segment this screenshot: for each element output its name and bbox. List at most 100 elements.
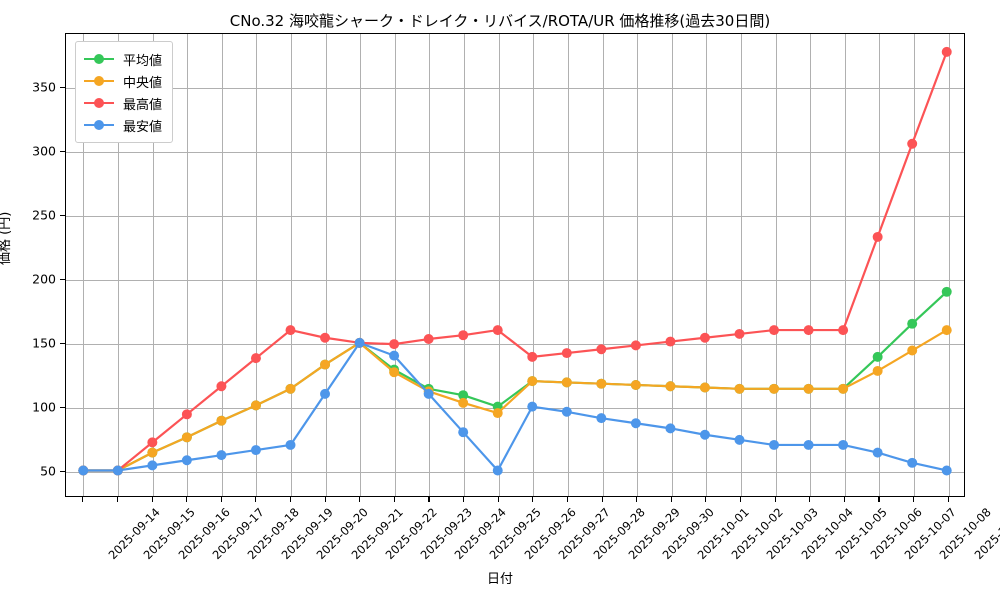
series-line: [82, 290, 948, 472]
gridline-vertical: [429, 34, 431, 496]
gridline-vertical: [291, 34, 292, 496]
y-axis-tick-mark: [60, 343, 65, 345]
data-point-marker: [285, 325, 296, 336]
x-axis-tick-mark: [82, 497, 84, 502]
data-point-marker: [250, 353, 261, 364]
data-point-marker: [665, 381, 676, 392]
y-axis-label: 価格 (円): [0, 211, 13, 265]
gridline-vertical: [533, 34, 535, 496]
plot-area: [65, 33, 965, 497]
data-point-marker: [78, 465, 89, 476]
data-point-marker: [216, 381, 227, 392]
x-axis-tick-mark: [255, 497, 257, 502]
gridline-vertical: [844, 34, 846, 496]
y-axis-tick-mark: [60, 86, 65, 88]
data-point-marker: [769, 439, 780, 450]
legend-item-4[interactable]: 最安値: [84, 114, 162, 136]
data-point-marker: [596, 413, 607, 424]
x-axis-tick-mark: [324, 497, 326, 502]
data-point-marker: [285, 383, 296, 394]
gridline-horizontal: [66, 408, 964, 410]
x-axis-tick-mark: [186, 497, 188, 502]
legend-label: 中央値: [123, 75, 163, 91]
gridline-vertical: [914, 34, 916, 496]
data-point-marker: [458, 397, 469, 408]
legend-item-2[interactable]: 中央値: [84, 70, 162, 92]
gridline-vertical: [879, 34, 881, 496]
data-point-marker: [147, 447, 158, 458]
data-point-marker: [458, 427, 469, 438]
series-1: [78, 286, 952, 476]
gridline-horizontal: [66, 280, 964, 282]
series-line: [82, 341, 948, 472]
data-point-marker: [250, 400, 261, 411]
gridline-vertical: [117, 34, 119, 496]
y-axis-tick-label: 100: [32, 399, 56, 415]
x-axis-tick-mark: [151, 497, 153, 502]
data-point-marker: [941, 465, 952, 476]
data-point-marker: [181, 409, 192, 420]
data-point-marker: [458, 390, 469, 401]
data-point-marker: [285, 439, 296, 450]
data-point-marker: [147, 460, 158, 471]
x-axis-label: 日付: [486, 572, 513, 587]
data-series-layer: [78, 46, 952, 476]
y-axis-tick-mark: [60, 471, 65, 473]
data-point-marker: [734, 328, 745, 339]
data-point-marker: [699, 429, 710, 440]
data-point-marker: [527, 401, 538, 412]
data-point-marker: [872, 351, 883, 362]
gridline-horizontal: [66, 151, 964, 153]
x-axis-tick-mark: [601, 497, 603, 502]
gridline-horizontal: [66, 216, 964, 217]
gridline-vertical: [360, 34, 362, 496]
y-axis-tick-label: 50: [40, 463, 56, 479]
x-axis-tick-mark: [774, 497, 776, 502]
data-point-marker: [596, 344, 607, 355]
y-axis-tick-label: 150: [32, 335, 56, 351]
series-line: [82, 50, 948, 472]
gridline-vertical: [498, 34, 500, 496]
data-point-marker: [941, 46, 952, 57]
y-axis-tick-mark: [60, 150, 65, 153]
data-point-marker: [803, 439, 814, 450]
gridline-vertical: [602, 34, 604, 496]
data-point-marker: [458, 330, 469, 341]
legend-item-3[interactable]: 最高値: [84, 92, 162, 114]
gridline-vertical: [567, 34, 569, 496]
x-axis-tick-mark: [670, 497, 672, 502]
data-point-marker: [389, 367, 400, 378]
data-point-marker: [872, 365, 883, 376]
x-axis-tick-mark: [393, 497, 395, 502]
data-point-marker: [803, 325, 814, 336]
data-point-marker: [320, 332, 331, 343]
data-point-marker: [147, 437, 158, 448]
data-point-marker: [320, 388, 331, 399]
x-axis-tick-mark: [428, 497, 430, 502]
legend-swatch-icon: [84, 74, 114, 88]
data-point-marker: [423, 334, 434, 345]
data-point-marker: [699, 382, 710, 393]
data-point-marker: [181, 432, 192, 443]
data-point-marker: [389, 350, 400, 361]
x-axis-tick-mark: [359, 497, 361, 502]
legend-swatch-icon: [84, 52, 114, 66]
data-point-marker: [769, 325, 780, 336]
data-point-marker: [872, 447, 883, 458]
legend-swatch-icon: [84, 118, 114, 132]
x-axis-tick-mark: [913, 497, 915, 502]
data-point-marker: [216, 450, 227, 461]
x-axis-tick-mark: [705, 497, 707, 502]
legend-item-1[interactable]: 平均値: [84, 48, 162, 70]
data-point-marker: [527, 376, 538, 387]
series-3: [78, 46, 952, 476]
legend-label: 最高値: [123, 97, 163, 113]
data-point-marker: [941, 325, 952, 336]
data-point-marker: [596, 378, 607, 389]
x-axis-tick-mark: [809, 497, 811, 502]
legend-label: 最安値: [123, 119, 163, 135]
gridline-horizontal: [66, 472, 964, 474]
series-2: [78, 325, 952, 476]
data-point-marker: [872, 231, 883, 242]
